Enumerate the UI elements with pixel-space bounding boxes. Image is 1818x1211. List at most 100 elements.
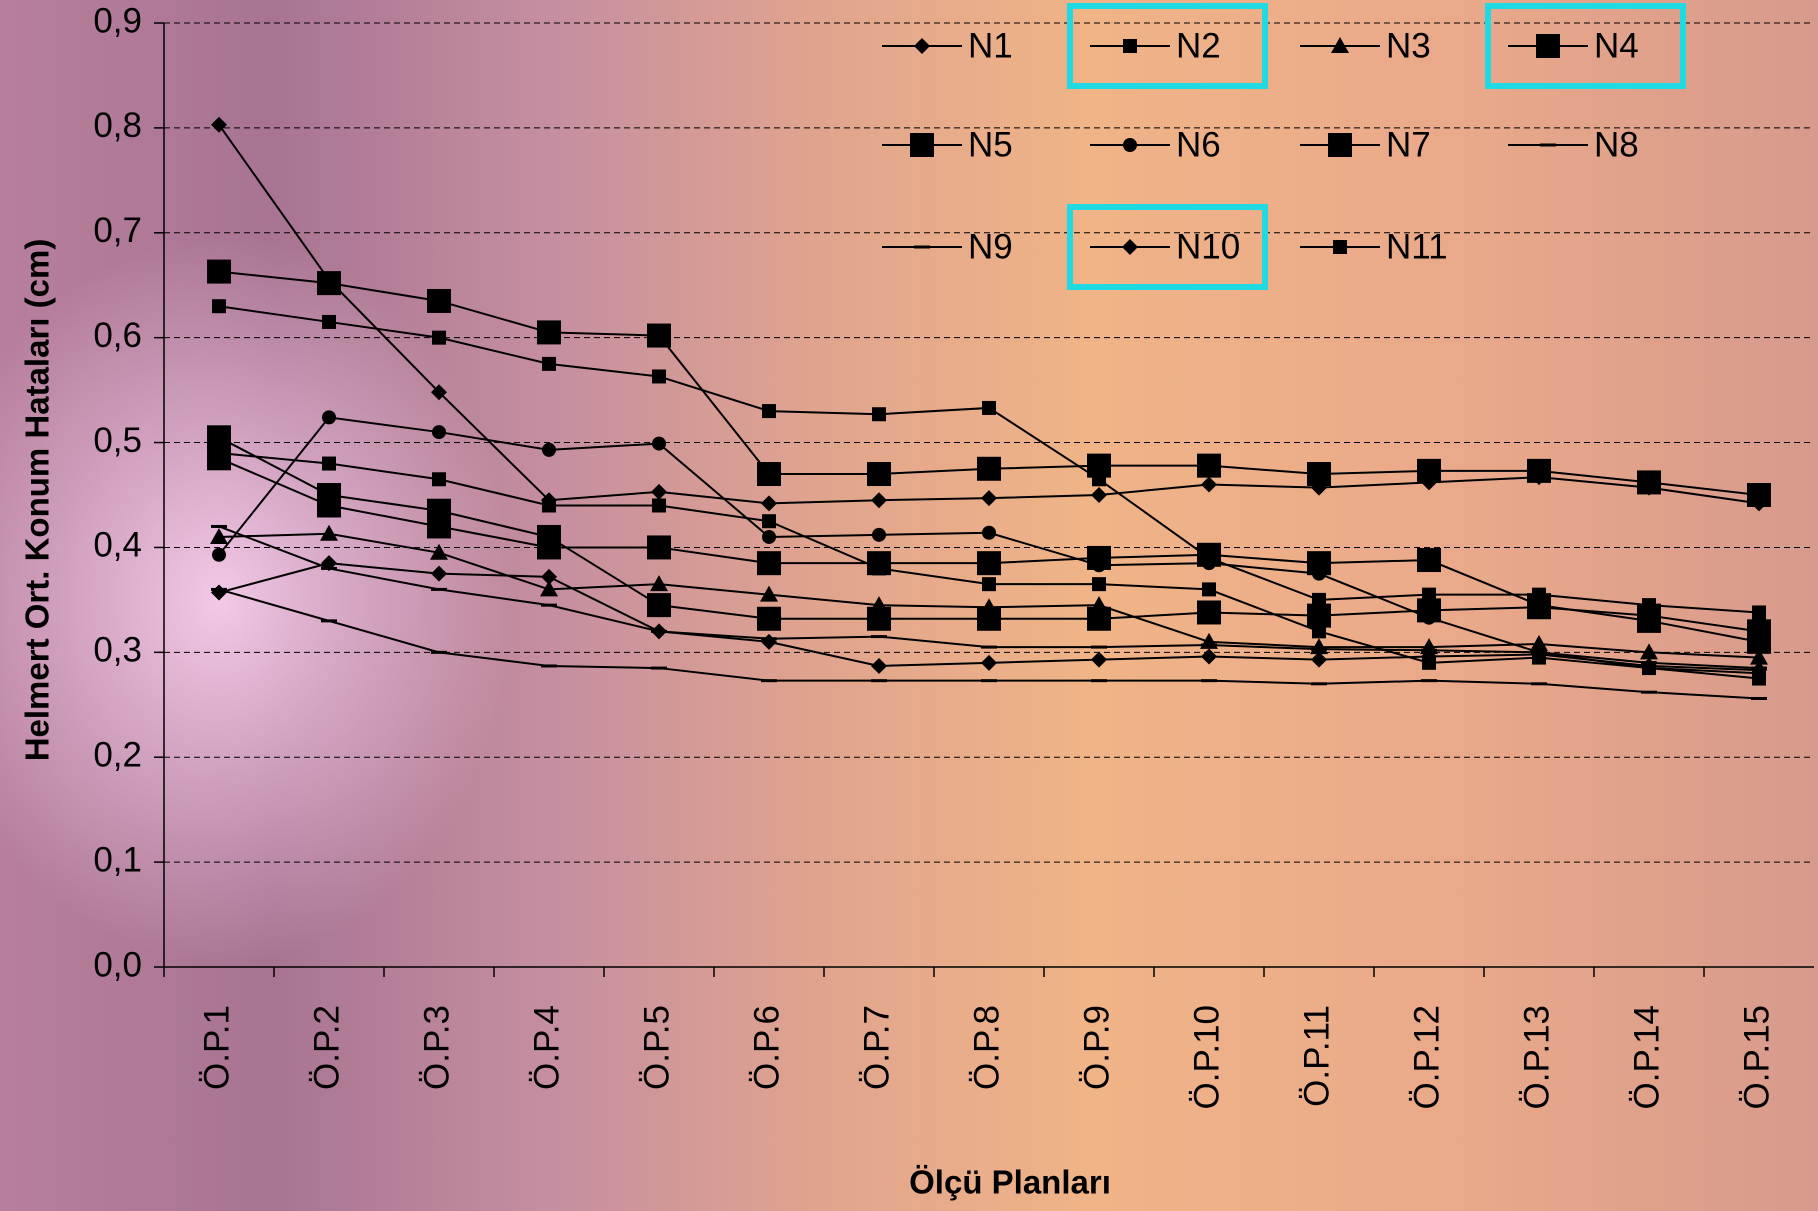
marker: [981, 490, 997, 506]
marker: [431, 588, 447, 591]
y-tick-label: 0,4: [93, 526, 142, 565]
marker: [1092, 558, 1106, 572]
marker: [320, 525, 338, 541]
marker: [651, 667, 667, 670]
marker: [431, 566, 447, 582]
x-tick-label: Ö.P.15: [1737, 1005, 1776, 1109]
marker: [1333, 240, 1347, 254]
marker: [651, 623, 667, 639]
x-tick-label: Ö.P.10: [1187, 1005, 1226, 1109]
marker: [871, 658, 887, 674]
marker: [1540, 144, 1556, 147]
y-tick-label: 0,9: [93, 1, 142, 40]
marker: [651, 484, 667, 500]
marker: [541, 604, 557, 607]
marker: [322, 315, 336, 329]
marker: [322, 457, 336, 471]
marker: [1417, 548, 1441, 572]
series: [207, 260, 1771, 507]
marker: [427, 499, 451, 523]
marker: [1417, 598, 1441, 622]
marker: [542, 498, 556, 512]
legend-item: N3: [1300, 26, 1431, 65]
marker: [867, 462, 891, 486]
marker: [1201, 649, 1217, 665]
marker: [1311, 682, 1327, 685]
x-tick-label: Ö.P.13: [1517, 1005, 1556, 1109]
marker: [1751, 697, 1767, 700]
marker: [872, 561, 886, 575]
marker: [537, 320, 561, 344]
marker: [977, 457, 1001, 481]
y-tick-label: 0,5: [93, 421, 142, 460]
marker: [1637, 470, 1661, 494]
series-line: [219, 417, 1759, 673]
marker: [1637, 604, 1661, 628]
marker: [322, 410, 336, 424]
marker: [1092, 577, 1106, 591]
marker: [541, 569, 557, 585]
marker: [982, 526, 996, 540]
marker: [1091, 646, 1107, 649]
marker: [757, 462, 781, 486]
marker: [1091, 652, 1107, 668]
x-tick-label: Ö.P.4: [527, 1005, 566, 1090]
marker: [1201, 643, 1217, 646]
marker: [207, 425, 231, 449]
y-tick-label: 0,1: [93, 840, 142, 879]
x-tick-label: Ö.P.9: [1077, 1005, 1116, 1090]
legend-label: N4: [1594, 26, 1639, 65]
marker: [757, 607, 781, 631]
marker: [317, 483, 341, 507]
marker: [1312, 624, 1326, 638]
marker: [762, 404, 776, 418]
marker: [981, 679, 997, 682]
legend-label: N7: [1386, 125, 1431, 164]
legend-label: N11: [1386, 227, 1448, 266]
marker: [647, 535, 671, 559]
marker: [650, 575, 668, 591]
legend-item: N1: [882, 26, 1013, 65]
legend-item: N11: [1300, 227, 1448, 266]
y-axis-title: Helmert Ort. Konum Hataları (cm): [19, 239, 56, 762]
marker: [761, 679, 777, 682]
marker: [1311, 648, 1327, 651]
marker: [432, 331, 446, 345]
y-tick-label: 0,8: [93, 106, 142, 145]
legend-item: N5: [882, 125, 1013, 164]
x-tick-label: Ö.P.3: [417, 1005, 456, 1090]
marker: [212, 548, 226, 562]
marker: [1091, 487, 1107, 503]
marker: [542, 443, 556, 457]
legend-label: N10: [1176, 227, 1240, 266]
marker: [1087, 607, 1111, 631]
series-line: [219, 125, 1759, 504]
legend-item: N2: [1070, 6, 1265, 86]
marker: [981, 655, 997, 671]
marker: [1532, 651, 1546, 665]
marker: [982, 577, 996, 591]
legend-item: N10: [1070, 207, 1265, 287]
marker: [1747, 619, 1771, 643]
marker: [1527, 595, 1551, 619]
marker: [914, 38, 930, 54]
marker: [762, 530, 776, 544]
marker: [1752, 672, 1766, 686]
marker: [211, 525, 227, 528]
marker: [871, 679, 887, 682]
marker: [647, 324, 671, 348]
page: Ölçü Planları Helmert Ort. Konum Hatalar…: [0, 0, 1818, 1211]
marker: [982, 401, 996, 415]
marker: [1307, 604, 1331, 628]
marker: [1202, 582, 1216, 596]
marker: [871, 492, 887, 508]
x-tick-label: Ö.P.12: [1407, 1005, 1446, 1109]
marker: [647, 593, 671, 617]
marker: [1197, 600, 1221, 624]
marker: [1421, 679, 1437, 682]
legend-item: N6: [1090, 125, 1221, 164]
marker: [207, 260, 231, 284]
marker: [1122, 239, 1138, 255]
marker: [757, 551, 781, 575]
marker: [1422, 656, 1436, 670]
